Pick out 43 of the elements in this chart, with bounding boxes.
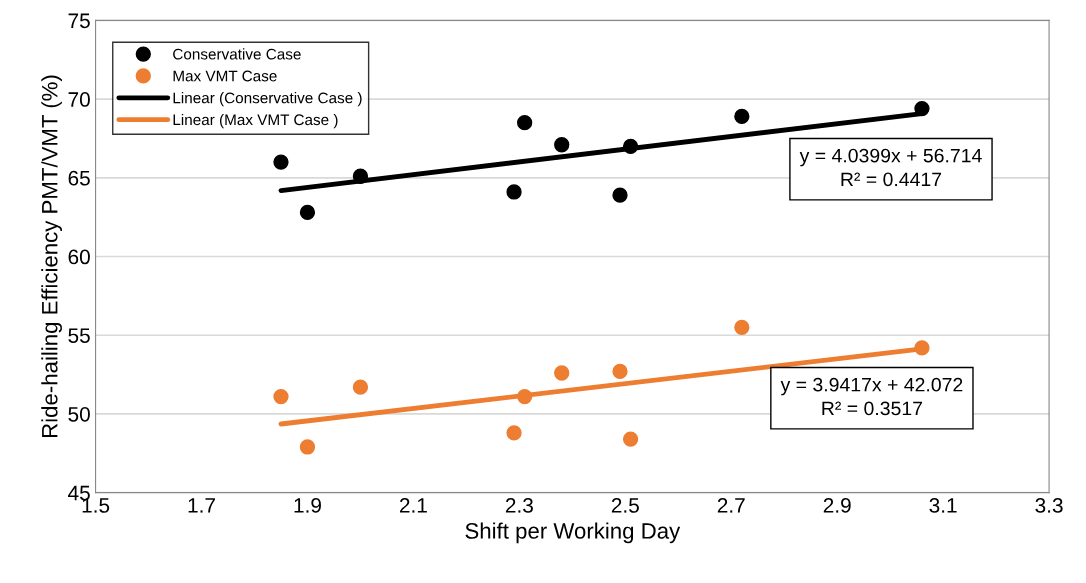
point: [506, 184, 522, 200]
point: [517, 388, 533, 405]
x-axis-title: Shift per Working Day: [465, 522, 681, 544]
x-tick-label: 2.1: [399, 498, 427, 513]
point: [273, 388, 289, 405]
point: [612, 187, 628, 203]
y-tick-label: 70: [68, 92, 90, 107]
y-tick-label: 50: [68, 406, 90, 422]
point: [554, 137, 570, 153]
x-tick-label: 2.7: [717, 498, 745, 513]
x-tick-label: 1.9: [294, 498, 321, 513]
point: [299, 439, 316, 455]
point: [734, 319, 750, 335]
point: [506, 425, 522, 441]
point: [352, 168, 369, 184]
point: [299, 204, 316, 221]
point: [352, 379, 369, 395]
annotation: y = 4.0399x + 56.714 R² = 0.4417: [799, 148, 982, 187]
y-tick-label: 65: [68, 170, 90, 186]
x-tick-label: 2.5: [611, 498, 639, 513]
y-tick-label: 55: [68, 328, 90, 343]
point: [914, 100, 930, 117]
x-tick-label: 2.3: [505, 498, 533, 513]
y-axis-title: Ride-hailing Efficiency PMT/VMT (%): [41, 75, 62, 438]
y-tick-label: 75: [68, 13, 90, 29]
y-tick-label: 60: [68, 249, 90, 265]
legend-label: Conservative Case: [173, 48, 301, 60]
x-tick-label: 1.7: [188, 498, 215, 513]
point: [622, 138, 639, 154]
point: [612, 363, 628, 380]
x-tick-label: 3.1: [929, 498, 957, 513]
point: [273, 154, 289, 170]
x-tick-label: 3.3: [1035, 498, 1063, 513]
legend-label: Linear (Conservative Case ): [173, 92, 362, 107]
point: [914, 340, 930, 356]
point: [734, 108, 750, 125]
annotation: y = 3.9417x + 42.072 R² = 0.3517: [780, 377, 963, 416]
x-tick-label: 2.9: [823, 498, 851, 513]
point: [554, 365, 570, 381]
point: [517, 115, 533, 131]
legend-label: Max VMT Case: [173, 70, 277, 82]
legend-label: Linear (Max VMT Case ): [173, 113, 338, 129]
point: [622, 431, 639, 447]
